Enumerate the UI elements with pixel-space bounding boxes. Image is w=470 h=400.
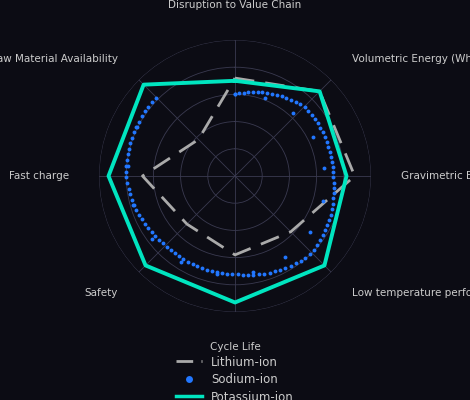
- Text: Low temperature performance: Low temperature performance: [352, 288, 470, 298]
- Text: Fast charge: Fast charge: [9, 171, 69, 181]
- Text: Volumetric Energy (Wh/l): Volumetric Energy (Wh/l): [352, 54, 470, 64]
- Text: Raw Material Availability: Raw Material Availability: [0, 54, 118, 64]
- Text: Gravimetric Energy (Wh/kg): Gravimetric Energy (Wh/kg): [401, 171, 470, 181]
- Legend: Lithium-ion, Sodium-ion, Potassium-ion: Lithium-ion, Sodium-ion, Potassium-ion: [176, 356, 294, 400]
- Text: Cycle Life: Cycle Life: [210, 342, 260, 352]
- Text: Disruption to Value Chain: Disruption to Value Chain: [168, 0, 302, 10]
- Text: Safety: Safety: [84, 288, 118, 298]
